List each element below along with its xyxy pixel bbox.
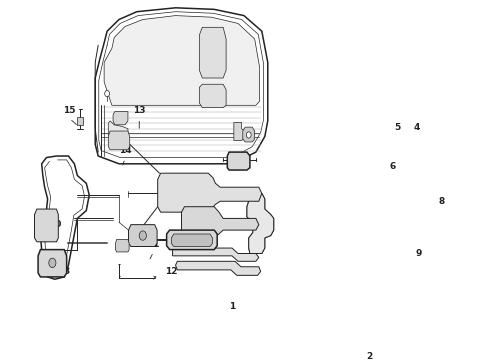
Text: 12: 12 <box>165 267 177 276</box>
Polygon shape <box>108 121 128 144</box>
Circle shape <box>105 90 109 97</box>
Polygon shape <box>247 193 274 253</box>
Text: 15: 15 <box>63 106 76 115</box>
Polygon shape <box>113 112 128 125</box>
Polygon shape <box>175 261 261 275</box>
Text: 9: 9 <box>415 249 421 258</box>
Text: 11: 11 <box>147 240 160 249</box>
Text: 3: 3 <box>64 267 70 276</box>
Polygon shape <box>108 131 130 150</box>
Text: 5: 5 <box>394 123 401 132</box>
Polygon shape <box>77 117 83 125</box>
Polygon shape <box>38 249 67 277</box>
Polygon shape <box>41 156 89 279</box>
Polygon shape <box>167 230 217 249</box>
Polygon shape <box>243 127 255 142</box>
Text: 1: 1 <box>229 302 235 311</box>
Text: 13: 13 <box>133 106 146 115</box>
Text: 6: 6 <box>390 162 396 171</box>
Polygon shape <box>199 84 226 108</box>
Circle shape <box>49 258 56 267</box>
Polygon shape <box>95 8 268 164</box>
Polygon shape <box>181 207 259 240</box>
Polygon shape <box>34 209 58 242</box>
Polygon shape <box>128 225 157 247</box>
Polygon shape <box>199 27 226 78</box>
Polygon shape <box>158 173 262 212</box>
Text: 10: 10 <box>49 220 61 229</box>
Text: 4: 4 <box>414 123 420 132</box>
Text: 2: 2 <box>366 352 372 360</box>
Polygon shape <box>116 239 129 252</box>
Text: 7: 7 <box>189 222 195 231</box>
Polygon shape <box>234 122 244 140</box>
Polygon shape <box>104 15 259 105</box>
Polygon shape <box>172 234 213 247</box>
Polygon shape <box>172 248 259 261</box>
Circle shape <box>139 231 147 240</box>
Circle shape <box>246 132 251 138</box>
Polygon shape <box>227 152 250 170</box>
Text: 8: 8 <box>439 197 444 206</box>
Text: 14: 14 <box>119 146 131 155</box>
